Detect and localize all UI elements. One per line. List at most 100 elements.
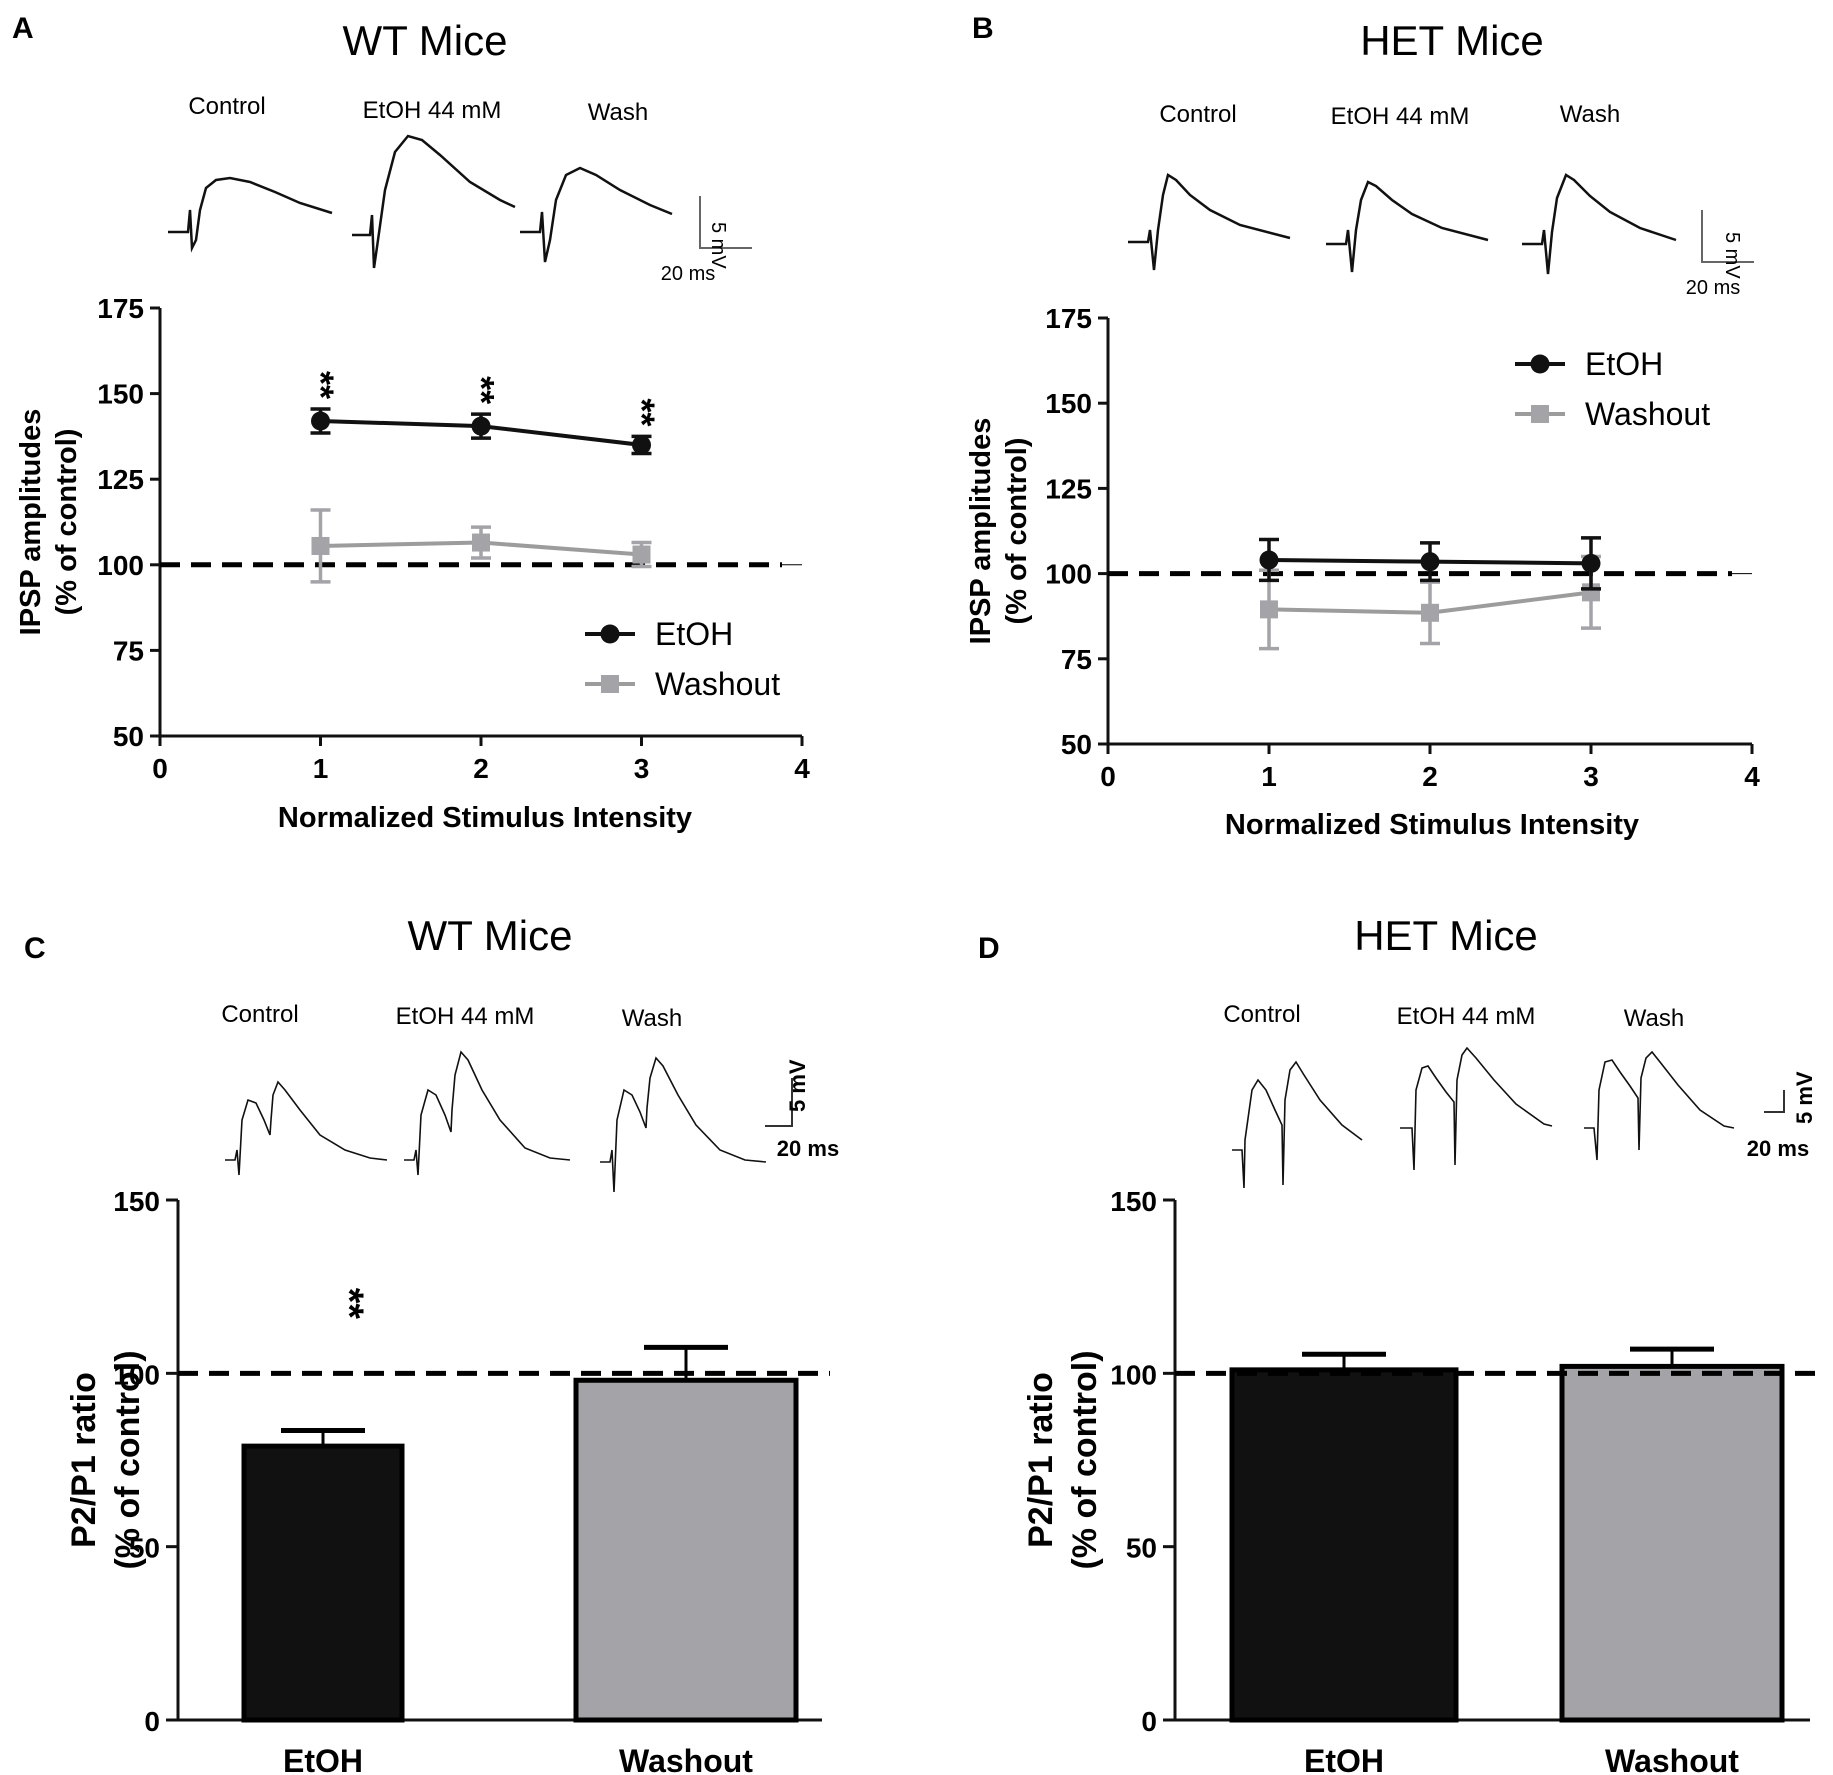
panel-c-y-axis-label-line2: (% of control) xyxy=(109,1350,147,1569)
panel-b-x-tick-label: 3 xyxy=(1583,761,1599,792)
panel-a-trace-wash xyxy=(520,166,673,263)
panel-a-y-tick-label: 100 xyxy=(97,550,144,581)
panel-a-trace-label-etoh: EtOH 44 mM xyxy=(363,97,502,124)
panel-a-x-tick-label: 0 xyxy=(152,753,168,784)
panel-b-trace-control xyxy=(1128,173,1291,271)
panel-d-y-tick-label: 100 xyxy=(1110,1359,1157,1390)
panel-d-trace-label-wash: Wash xyxy=(1624,1005,1684,1032)
panel-a-title: WT Mice xyxy=(343,17,508,64)
panel-c-trace-label-etoh: EtOH 44 mM xyxy=(396,1003,535,1030)
panel-a-chart: 50 75 100 125 150 175 0 1 2 3 4 IPSP amplitudes (% o… xyxy=(15,293,810,834)
panel-a-letter: A xyxy=(12,12,34,45)
panel-b-washout-point xyxy=(1260,600,1278,619)
panel-b-y-tick-label: 125 xyxy=(1045,473,1092,504)
panel-d-y-axis-label-line2: (% of control) xyxy=(1066,1350,1104,1569)
panel-b-y-axis-label: IPSP amplitudes (% of control) xyxy=(965,418,1033,645)
panel-d-y-tick-label: 150 xyxy=(1110,1186,1157,1217)
panel-c-washout-bar xyxy=(573,1377,799,1723)
panel-b-legend-etoh-marker xyxy=(1530,354,1550,374)
panel-c-trace-control xyxy=(225,1080,388,1176)
panel-c-y-tick-label: 100 xyxy=(113,1359,160,1390)
panel-a-etoh-point xyxy=(471,416,491,436)
panel-a-trace-label-control: Control xyxy=(188,93,265,120)
panel-a-etoh-point xyxy=(311,411,330,431)
panel-c-recording-traces xyxy=(225,1050,767,1193)
panel-b-y-tick-label: 150 xyxy=(1045,388,1092,419)
panel-c-y-tick-label: 0 xyxy=(144,1706,160,1737)
panel-d-category-label-etoh: EtOH xyxy=(1304,1743,1384,1775)
panel-c-trace-etoh xyxy=(404,1050,571,1176)
panel-b-y-tick-label: 100 xyxy=(1045,559,1092,590)
panel-c-y-axis-label-line1: P2/P1 ratio xyxy=(65,1372,103,1548)
panel-d-scale-bar xyxy=(1764,1090,1785,1113)
panel-b-legend-washout-marker xyxy=(1531,405,1549,423)
panel-c-trace-wash xyxy=(600,1056,767,1193)
panel-a-significance-mark: ** xyxy=(301,371,342,399)
panel-c-category-label-etoh: EtOH xyxy=(283,1743,363,1775)
panel-d-letter: D xyxy=(978,932,1000,965)
panel-c-y-tick-label: 50 xyxy=(129,1533,160,1564)
panel-d-y-tick-label: 0 xyxy=(1141,1706,1157,1737)
panel-b-etoh-point xyxy=(1420,552,1440,572)
panel-c-scale-bar xyxy=(765,1078,793,1127)
panel-b-trace-label-wash: Wash xyxy=(1560,101,1620,128)
panel-a-trace-etoh xyxy=(352,134,516,269)
panel-b-washout-point xyxy=(1421,603,1439,622)
panel-a-legend-washout-marker xyxy=(601,675,619,693)
panel-d-trace-label-control: Control xyxy=(1223,1001,1300,1028)
panel-b-x-tick-label: 4 xyxy=(1744,761,1760,792)
panel-d-etoh-bar xyxy=(1229,1367,1459,1723)
panel-a-trace-label-wash: Wash xyxy=(588,99,648,126)
panel-c-y-axis-label: P2/P1 ratio (% of control) xyxy=(65,1350,147,1569)
panel-c-scale-time: 20 ms xyxy=(777,1136,839,1161)
panel-b-y-axis-label-line1: IPSP amplitudes xyxy=(965,418,997,645)
panel-d-scale-voltage: 5 mV xyxy=(1792,1071,1817,1124)
panel-a-x-tick-label: 4 xyxy=(794,753,810,784)
panel-b-x-tick-label: 0 xyxy=(1100,761,1116,792)
panel-a-x-tick-label: 2 xyxy=(473,753,489,784)
panel-a-y-axis-label-line1: IPSP amplitudes xyxy=(15,409,47,636)
panel-a-trace-control xyxy=(168,176,333,253)
panel-c-y-tick-label: 150 xyxy=(113,1186,160,1217)
panel-a-scale-voltage: 5 mV xyxy=(707,222,729,269)
panel-a-x-tick-label: 1 xyxy=(313,753,329,784)
panel-b-chart: 50 75 100 125 150 175 0 1 2 3 4 IPSP amplitudes (% o… xyxy=(965,303,1760,841)
panel-a-y-tick-label: 50 xyxy=(113,721,144,752)
panel-b-x-tick-label: 1 xyxy=(1261,761,1277,792)
panel-b-legend-etoh-label: EtOH xyxy=(1585,346,1663,382)
panel-d-category-label-washout: Washout xyxy=(1605,1743,1739,1775)
panel-c-chart: 0 50 100 150 P2/P1 ratio (% of control) EtOH **… xyxy=(65,1186,830,1775)
panel-a-scale-time: 20 ms xyxy=(661,263,715,285)
panel-d-recording-traces xyxy=(1232,1046,1735,1189)
panel-b-etoh-point xyxy=(1259,550,1279,570)
panel-d-scale-time: 20 ms xyxy=(1747,1136,1809,1161)
panel-b-scale-time: 20 ms xyxy=(1686,277,1740,299)
panel-a-x-tick-label: 3 xyxy=(634,753,650,784)
panel-a-y-tick-label: 125 xyxy=(97,464,144,495)
panel-d-chart: 0 50 100 150 P2/P1 ratio (% of control) EtOH Wa… xyxy=(1022,1186,1818,1775)
panel-a-etoh-point xyxy=(632,435,651,455)
panel-a-y-axis-label-line2: (% of control) xyxy=(51,429,83,616)
panel-d-y-tick-label: 50 xyxy=(1126,1533,1157,1564)
panel-a-legend-etoh-marker xyxy=(600,624,620,644)
panel-d-y-axis-label-line1: P2/P1 ratio xyxy=(1022,1372,1060,1548)
panel-b-title: HET Mice xyxy=(1360,17,1544,64)
panel-d-trace-label-etoh: EtOH 44 mM xyxy=(1397,1003,1536,1030)
panel-a-y-tick-label: 75 xyxy=(113,635,144,666)
panel-a-significance-mark: ** xyxy=(622,398,663,426)
panel-b-trace-etoh xyxy=(1326,180,1489,273)
panel-b-x-axis-label: Normalized Stimulus Intensity xyxy=(1225,809,1639,841)
panel-d-trace-control xyxy=(1232,1060,1363,1189)
panel-a-y-tick-label: 150 xyxy=(97,379,144,410)
panel-b-scale-bar xyxy=(1701,210,1754,263)
panel-b-y-tick-label: 50 xyxy=(1061,729,1092,760)
panel-b-etoh-point xyxy=(1581,553,1601,573)
panel-c-significance-mark: ** xyxy=(327,1288,371,1320)
panel-a-washout-point xyxy=(311,536,330,555)
panel-b-trace-label-etoh: EtOH 44 mM xyxy=(1331,103,1470,130)
panel-b-letter: B xyxy=(972,12,994,45)
panel-c-trace-label-wash: Wash xyxy=(622,1005,682,1032)
panel-d-trace-wash xyxy=(1584,1050,1735,1161)
panel-b-y-tick-label: 75 xyxy=(1061,644,1092,675)
panel-d-trace-etoh xyxy=(1400,1046,1553,1171)
